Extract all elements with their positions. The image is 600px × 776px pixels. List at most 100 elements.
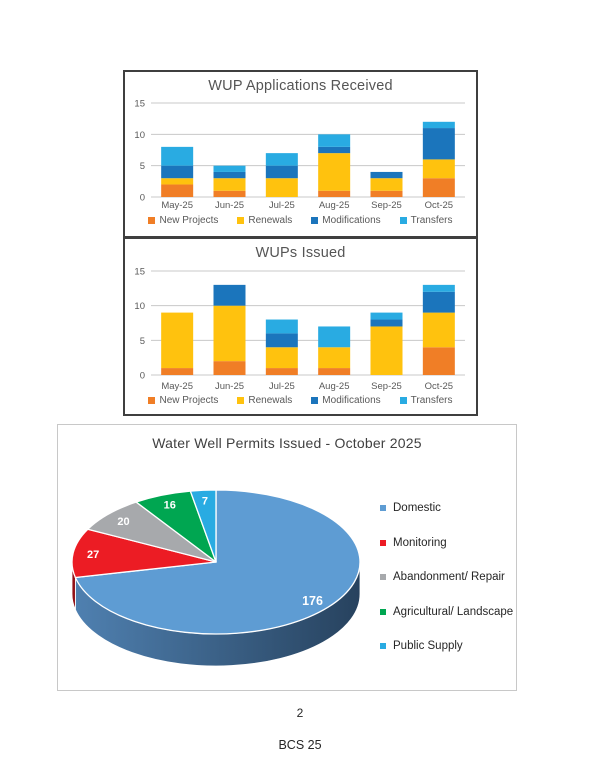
legend-swatch-icon [399, 397, 407, 404]
legend-label: Agricultural/ Landscape [393, 605, 514, 618]
bar-segment [422, 312, 455, 348]
legend-swatch-icon [380, 505, 386, 511]
legend-item: Abandonment/ Repair [380, 571, 505, 583]
bar-segment [318, 134, 351, 147]
bar-segment [370, 326, 403, 375]
bar-segment [161, 165, 194, 179]
y-tick-label: 15 [134, 267, 145, 278]
bar-segment [370, 171, 403, 179]
bar-segment [265, 333, 298, 348]
bar-segment [318, 368, 351, 375]
legend-swatch-icon [148, 397, 156, 404]
legend-swatch-icon [148, 217, 156, 224]
bar-segment [422, 347, 455, 375]
legend-item: New Projects [148, 215, 218, 226]
water-well-pie-chart: 176 27 20 16 7 Water Well Permits Issued - O… [57, 424, 517, 691]
x-tick-label: Sep-25 [371, 200, 402, 211]
bar-segment [161, 146, 194, 166]
legend-swatch-icon [399, 217, 407, 224]
wup-applications-plot: 0 5 10 15 May-25 Jun-25 Jul-25 Aug-25 Sep-25 Oct-… [134, 99, 465, 211]
bar-segment [213, 178, 246, 191]
legend-item: Agricultural/ Landscape [380, 606, 513, 618]
bar-segment [422, 291, 455, 313]
page-number: 2 [296, 706, 304, 720]
bar-segment [318, 190, 351, 197]
x-tick-label: May-25 [161, 200, 193, 211]
water-well-pie-legend: Domestic Monitoring Abandonment/ Repair Agr… [58, 425, 516, 690]
legend-label: Monitoring [393, 536, 447, 549]
legend-label: Public Supply [393, 640, 463, 652]
pie-data-label: 27 [87, 549, 99, 561]
legend-swatch-icon [311, 217, 319, 224]
legend-label: Modifications [322, 395, 381, 406]
bar-segment [370, 312, 403, 320]
bar-segment [213, 190, 246, 197]
legend-item: Domestic [380, 502, 441, 514]
bar-segment [370, 319, 403, 327]
pie-slice [74, 489, 361, 635]
legend-swatch-icon [380, 574, 386, 580]
wup-applications-title: WUP Applications Received [208, 78, 393, 94]
legend-swatch-icon [380, 539, 386, 546]
legend-label: Transfers [410, 215, 453, 226]
bar-segment [422, 128, 455, 160]
legend-label: Abandonment/ Repair [393, 571, 505, 583]
bar-segment [370, 190, 403, 197]
bar-segment [370, 178, 403, 191]
legend-label: New Projects [159, 395, 219, 406]
water-well-pie-plot: 176 27 20 16 7 [71, 489, 361, 667]
legend-item: New Projects [148, 395, 218, 406]
bar-segment [161, 312, 194, 369]
bar-segment [318, 326, 351, 348]
bar-segment [265, 347, 298, 369]
x-tick-label: May-25 [161, 381, 193, 392]
x-tick-label: Jun-25 [215, 200, 244, 211]
legend-item: Transfers [399, 395, 453, 406]
y-tick-label: 5 [140, 161, 145, 172]
bar-segment [265, 319, 298, 334]
wup-applications-legend: New Projects Renewals Modifications Transfe… [125, 215, 476, 226]
pie-data-label: 176 [302, 594, 323, 608]
legend-item: Renewals [237, 215, 292, 226]
legend-item: Monitoring [380, 537, 447, 549]
pie-slice [189, 489, 217, 563]
pie-data-label: 20 [117, 516, 129, 528]
bar-segment [422, 121, 455, 129]
bar-segment [422, 284, 455, 292]
bar-segment [265, 368, 298, 375]
bar-segment [422, 159, 455, 179]
wups-issued-legend: New Projects Renewals Modifications Transfe… [125, 395, 476, 406]
legend-item: Public Supply [380, 640, 463, 652]
legend-swatch-icon [237, 217, 245, 224]
wups-issued-plot: 0 5 10 15 May-25 Jun-25 Jul-25 Aug-25 Sep-25 Oct-… [134, 267, 465, 392]
y-tick-label: 0 [140, 193, 145, 204]
bar-segment [161, 184, 194, 197]
wup-applications-chart: 0 5 10 15 May-25 Jun-25 Jul-25 Aug-25 Sep-25 Oct-… [123, 70, 478, 238]
y-tick-label: 10 [134, 130, 145, 141]
legend-item: Modifications [311, 215, 381, 226]
legend-item: Transfers [399, 215, 453, 226]
wups-issued-chart: 0 5 10 15 May-25 Jun-25 Jul-25 Aug-25 Sep-25 Oct-… [123, 237, 478, 416]
pie-slice [71, 528, 217, 579]
bar-segment [161, 178, 194, 185]
bar-segment [318, 347, 351, 369]
legend-swatch-icon [237, 397, 245, 404]
x-tick-label: Oct-25 [425, 200, 454, 211]
bar-segment [265, 153, 298, 166]
x-tick-label: Jul-25 [269, 200, 295, 211]
bar-segment [161, 368, 194, 375]
legend-label: New Projects [159, 215, 219, 226]
x-tick-label: Oct-25 [425, 381, 454, 392]
legend-swatch-icon [311, 397, 319, 404]
legend-label: Domestic [393, 502, 441, 514]
pie-data-label: 7 [202, 495, 208, 507]
x-tick-label: Jul-25 [269, 381, 295, 392]
y-tick-label: 0 [140, 371, 145, 382]
x-tick-label: Aug-25 [319, 200, 350, 211]
legend-swatch-icon [380, 643, 386, 649]
y-tick-label: 15 [134, 99, 145, 110]
bar-segment [318, 146, 351, 154]
legend-label: Transfers [410, 395, 453, 406]
bar-segment [213, 361, 246, 375]
